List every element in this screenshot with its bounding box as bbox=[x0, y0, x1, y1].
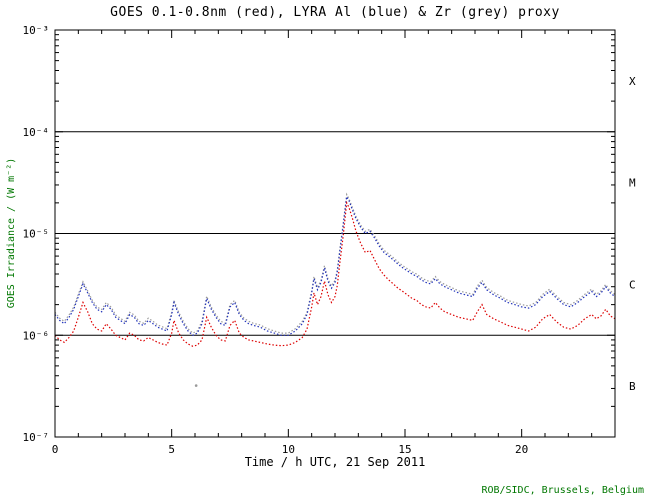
x-tick-label: 5 bbox=[168, 443, 175, 456]
series-goes-0-1-0-8nm bbox=[54, 200, 616, 347]
flare-class-label-b: B bbox=[629, 380, 636, 393]
stray-data-point bbox=[194, 384, 198, 387]
y-axis-label: GOES Irradiance / (W m⁻²) bbox=[6, 157, 17, 309]
flare-class-label-c: C bbox=[629, 278, 636, 291]
flare-class-label-x: X bbox=[629, 75, 636, 88]
x-axis-label: Time / h UTC, 21 Sep 2011 bbox=[244, 455, 426, 469]
x-tick-label: 0 bbox=[52, 443, 59, 456]
credit-text: ROB/SIDC, Brussels, Belgium bbox=[481, 485, 644, 496]
y-tick-label: 10⁻⁶ bbox=[23, 329, 50, 342]
y-tick-label: 10⁻⁵ bbox=[23, 228, 50, 241]
y-tick-label: 10⁻³ bbox=[23, 24, 50, 37]
x-tick-label: 20 bbox=[515, 443, 528, 456]
x-tick-label: 15 bbox=[398, 443, 411, 456]
x-tick-label: 10 bbox=[282, 443, 295, 456]
series-lyra-zr-proxy bbox=[54, 192, 616, 334]
series-lyra-al-proxy bbox=[54, 194, 616, 337]
chart-title: GOES 0.1-0.8nm (red), LYRA Al (blue) & Z… bbox=[110, 5, 560, 20]
y-tick-label: 10⁻⁷ bbox=[23, 431, 50, 444]
flare-class-label-m: M bbox=[629, 177, 636, 190]
y-tick-label: 10⁻⁴ bbox=[23, 126, 50, 139]
